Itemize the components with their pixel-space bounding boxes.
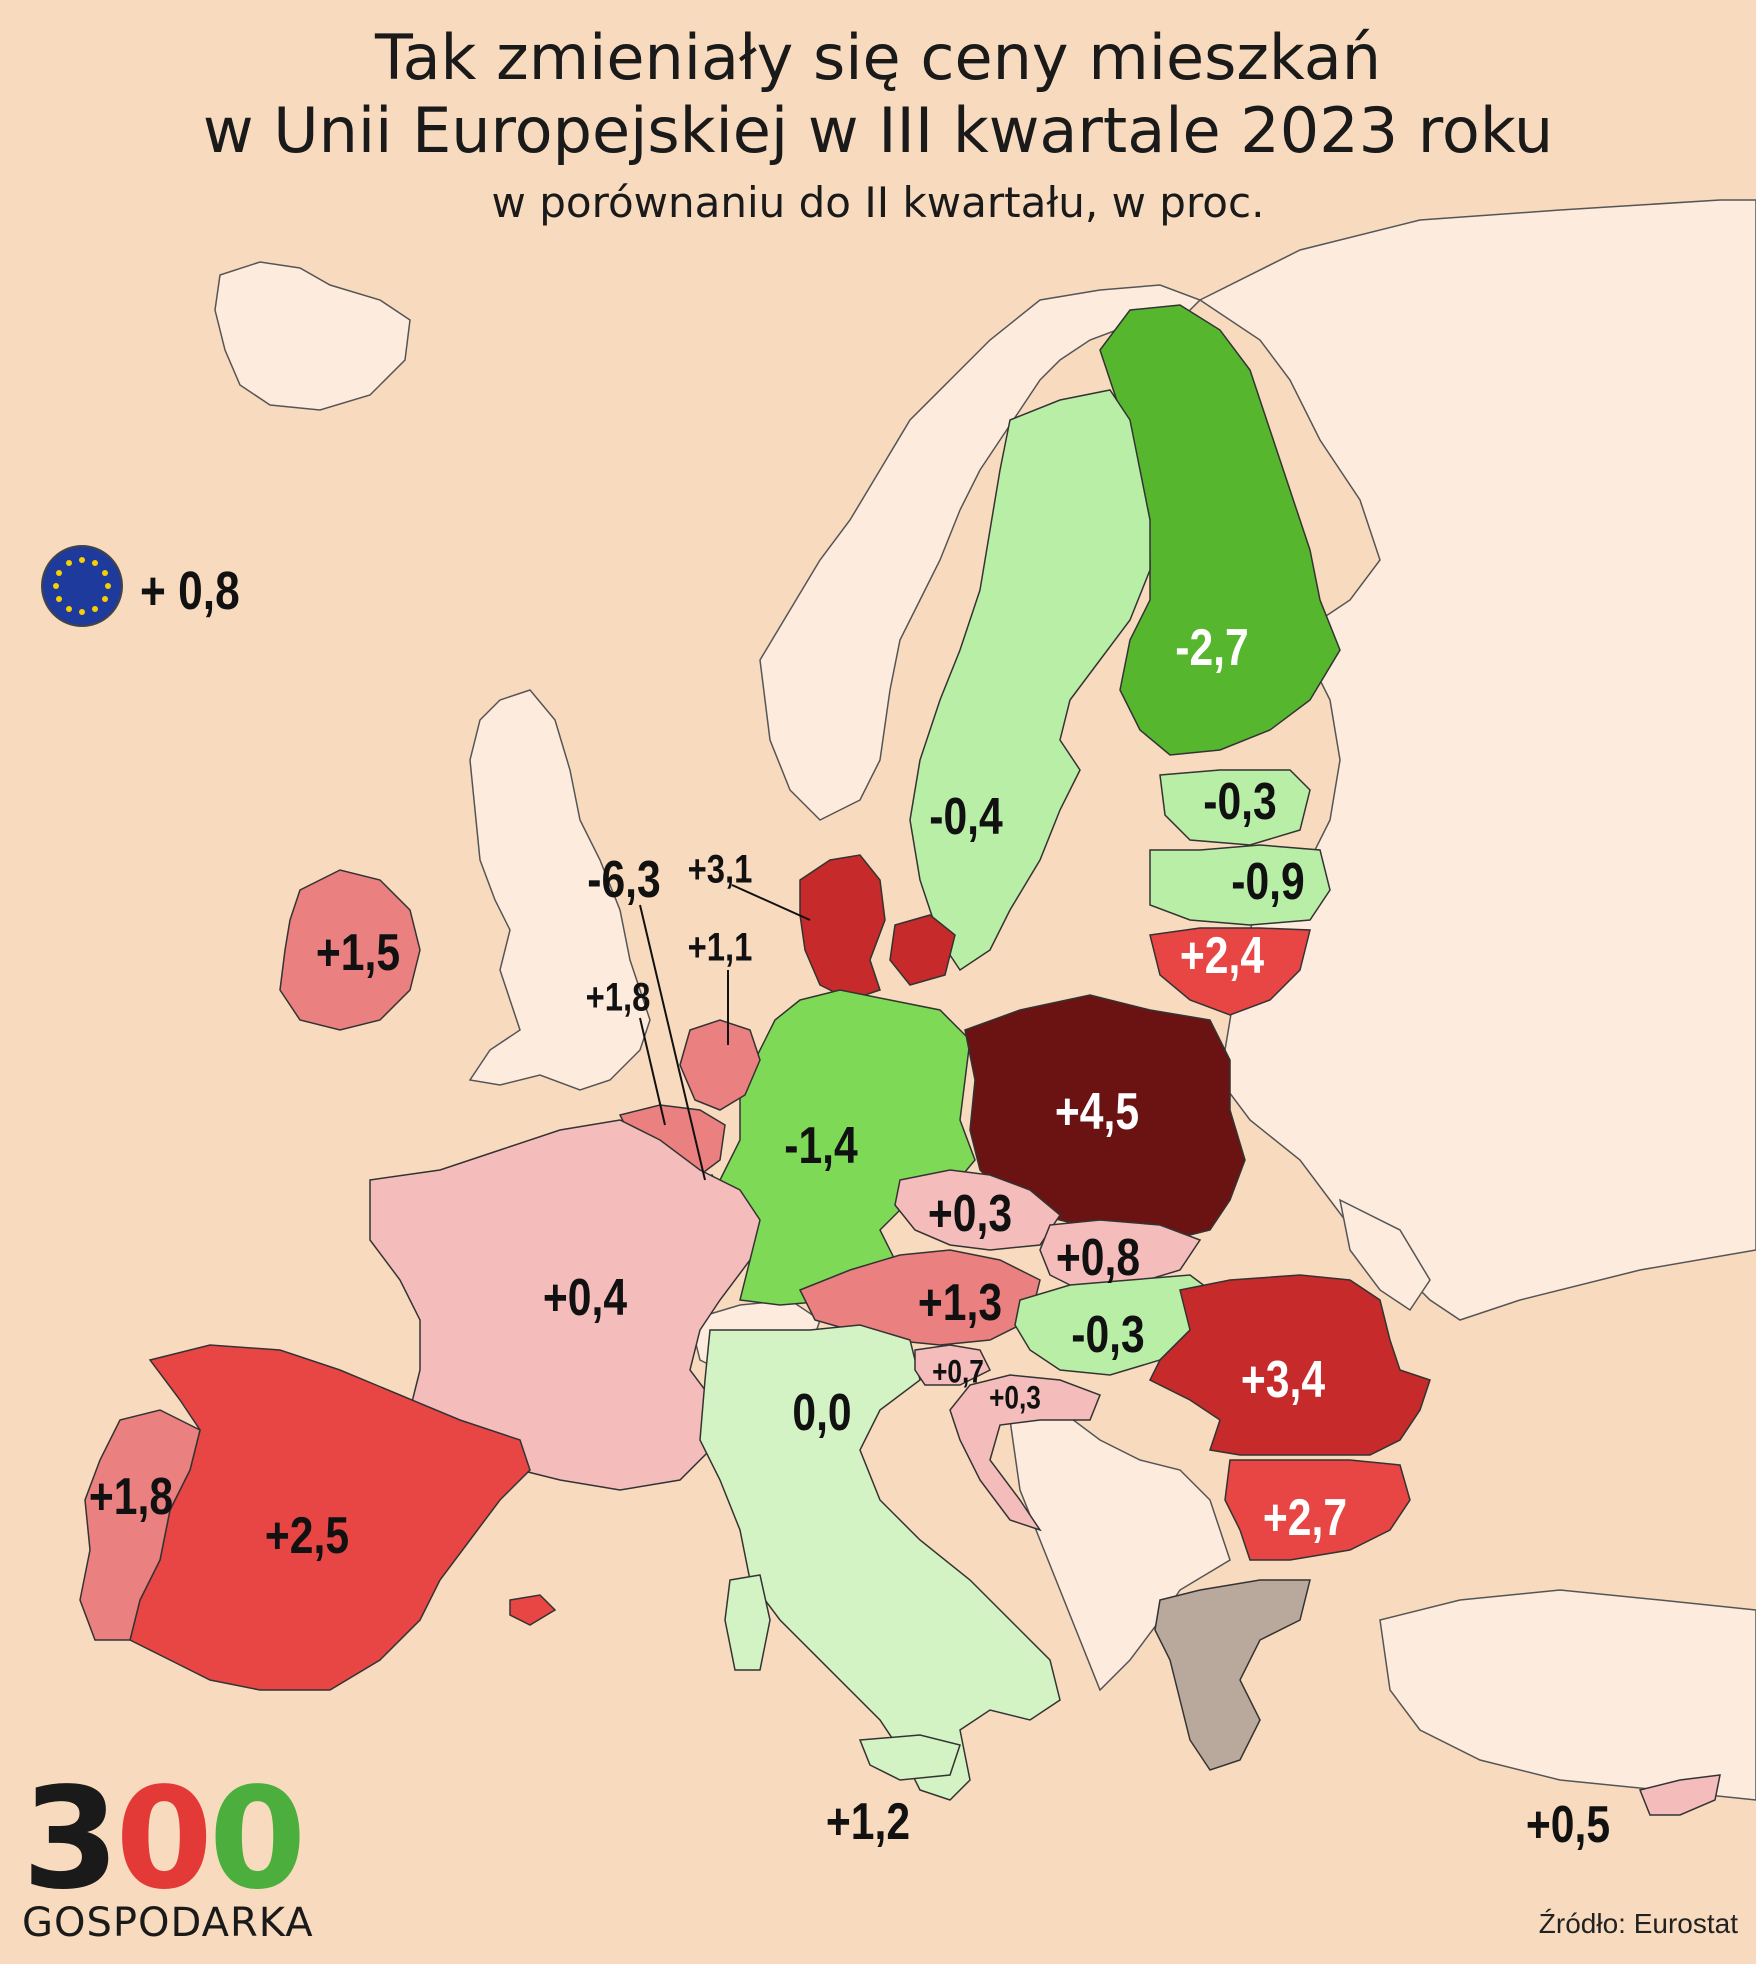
subtitle: w porównaniu do II kwartału, w proc. [491, 178, 1265, 227]
logo-digit-2: 0 [115, 1758, 212, 1921]
label-cyprus: +0,5 [1525, 1796, 1611, 1854]
eu-average-value: + 0,8 [140, 561, 240, 621]
label-luxembourg: -6,3 [587, 851, 661, 909]
label-bulgaria: +2,7 [1262, 1489, 1348, 1547]
sweden-shape [909, 389, 1151, 972]
label-austria: +1,3 [917, 1274, 1003, 1332]
eu-flag-icon [41, 545, 123, 627]
eu-countries [79, 304, 1721, 1816]
label-denmark: +3,1 [687, 847, 753, 892]
croatia-shape [949, 1374, 1101, 1532]
label-czechia: +0,3 [927, 1185, 1013, 1243]
label-croatia: +0,3 [989, 1379, 1041, 1416]
label-latvia: -0,9 [1231, 853, 1305, 911]
slovenia-shape [914, 1344, 992, 1386]
label-finland: -2,7 [1175, 619, 1249, 677]
label-ireland: +1,5 [315, 924, 401, 982]
leader-lines [639, 884, 811, 1181]
logo-300: 300 [22, 1758, 306, 1921]
label-italy: 0,0 [792, 1384, 852, 1442]
label-poland: +4,5 [1054, 1083, 1140, 1141]
logo-digit-1: 3 [22, 1758, 119, 1921]
czechia-shape [894, 1169, 1061, 1251]
logo-text: GOSPODARKA [22, 1900, 314, 1946]
estonia-shape [1159, 769, 1311, 846]
label-france: +0,4 [542, 1269, 628, 1327]
label-slovenia: +0,7 [932, 1353, 984, 1390]
label-spain: +2,5 [264, 1507, 350, 1565]
denmark-shape [799, 854, 956, 1001]
label-estonia: -0,3 [1203, 773, 1277, 831]
logo-digit-3: 0 [208, 1758, 306, 1921]
romania-shape [1148, 1274, 1431, 1456]
label-netherlands: +1,1 [687, 925, 753, 970]
source-note: Źródło: Eurostat [1538, 1908, 1738, 1939]
netherlands-shape [679, 1019, 761, 1111]
label-romania: +3,4 [1240, 1351, 1326, 1409]
sicily-shape [858, 1734, 961, 1781]
poland-shape [964, 994, 1246, 1241]
label-germany: -1,4 [784, 1117, 858, 1175]
balearic-shape [509, 1594, 557, 1626]
label-slovakia: +0,8 [1055, 1229, 1141, 1287]
bulgaria-shape [1224, 1459, 1411, 1561]
title-line-1: Tak zmieniały się ceny mieszkań [374, 21, 1382, 94]
cyprus-shape [1638, 1774, 1721, 1816]
title-line-2: w Unii Europejskiej w III kwartale 2023 … [202, 94, 1554, 167]
label-portugal: +1,8 [88, 1468, 174, 1526]
label-lithuania: +2,4 [1179, 927, 1265, 985]
label-hungary: -0,3 [1071, 1306, 1145, 1364]
ireland-shape [279, 869, 421, 1031]
label-malta: +1,2 [825, 1793, 911, 1851]
lithuania-shape [1149, 927, 1311, 1016]
portugal-shape [79, 1409, 201, 1641]
sardinia-shape [724, 1574, 771, 1671]
greece-shape [1154, 1579, 1311, 1771]
latvia-shape [1149, 844, 1331, 926]
label-belgium: +1,8 [585, 975, 651, 1020]
label-sweden: -0,4 [929, 788, 1003, 846]
